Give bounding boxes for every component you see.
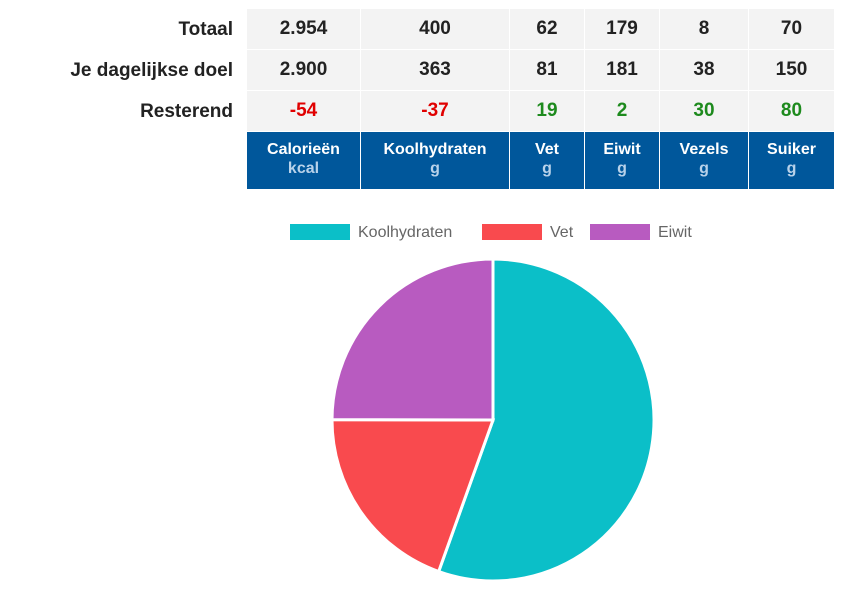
pie-slice-eiwit[interactable] — [330, 257, 495, 422]
column-name: Calorieën — [267, 141, 340, 158]
resterend-suiker: 80 — [749, 91, 835, 132]
row-label-dagelijkse-doel: Je dagelijkse doel — [0, 50, 247, 91]
macronutrient-pie-chart: Koolhydraten Vet Eiwit — [290, 224, 692, 583]
totaal-eiwit: 179 — [585, 9, 660, 50]
column-name: Suiker — [767, 141, 816, 158]
column-name: Vezels — [679, 141, 729, 158]
column-header-koolhydraten: Koolhydraten g — [361, 132, 510, 189]
resterend-vet: 19 — [510, 91, 585, 132]
column-header-vezels: Vezels g — [660, 132, 749, 189]
pie-slice-koolhydraten[interactable] — [436, 257, 656, 583]
column-name: Koolhydraten — [383, 141, 487, 158]
legend-item-eiwit[interactable]: Eiwit — [590, 224, 692, 241]
totaal-suiker: 70 — [749, 9, 835, 50]
column-header-suiker: Suiker g — [749, 132, 835, 189]
doel-koolhydraten: 363 — [361, 50, 510, 91]
totaal-vezels: 8 — [660, 9, 749, 50]
resterend-calorieen: -54 — [247, 91, 361, 132]
doel-vet: 81 — [510, 50, 585, 91]
pie-slices — [330, 257, 656, 583]
totaal-vet: 62 — [510, 9, 585, 50]
legend-swatch — [590, 224, 650, 240]
column-unit: kcal — [287, 160, 320, 177]
doel-suiker: 150 — [749, 50, 835, 91]
doel-eiwit: 181 — [585, 50, 660, 91]
column-unit: g — [786, 160, 797, 177]
column-header-vet: Vet g — [510, 132, 585, 189]
pie-slice-vet[interactable] — [330, 418, 496, 574]
doel-calorieen: 2.900 — [247, 50, 361, 91]
column-name: Vet — [534, 141, 559, 158]
resterend-koolhydraten: -37 — [361, 91, 510, 132]
column-unit: g — [542, 160, 552, 177]
chart-legend: Koolhydraten Vet Eiwit — [290, 224, 692, 241]
column-unit: g — [699, 160, 709, 177]
nutrition-summary-table: Totaal 2.954 400 62 179 8 70 Je dagelijk… — [0, 9, 835, 189]
resterend-vezels: 30 — [660, 91, 749, 132]
row-totaal: Totaal 2.954 400 62 179 8 70 — [0, 9, 835, 50]
column-unit: g — [617, 160, 627, 177]
column-header-calorieen: Calorieën kcal — [247, 132, 361, 189]
totaal-koolhydraten: 400 — [361, 9, 510, 50]
legend-label: Koolhydraten — [358, 224, 452, 241]
totaal-calorieen: 2.954 — [247, 9, 361, 50]
row-label-resterend: Resterend — [0, 91, 247, 132]
legend-label: Vet — [550, 224, 574, 241]
resterend-eiwit: 2 — [585, 91, 660, 132]
row-label-totaal: Totaal — [0, 9, 247, 50]
row-dagelijkse-doel: Je dagelijkse doel 2.900 363 81 181 38 1… — [0, 50, 835, 91]
row-resterend: Resterend -54 -37 19 2 30 80 — [0, 91, 835, 132]
header-spacer — [0, 132, 247, 189]
legend-label: Eiwit — [658, 224, 692, 241]
doel-vezels: 38 — [660, 50, 749, 91]
column-header-eiwit: Eiwit g — [585, 132, 660, 189]
legend-item-koolhydraten[interactable]: Koolhydraten — [290, 224, 452, 241]
column-header-row: Calorieën kcal Koolhydraten g Vet g Eiwi… — [0, 132, 835, 189]
column-unit: g — [430, 160, 440, 177]
legend-item-vet[interactable]: Vet — [482, 224, 574, 241]
legend-swatch — [482, 224, 542, 240]
legend-swatch — [290, 224, 350, 240]
column-name: Eiwit — [603, 141, 641, 158]
